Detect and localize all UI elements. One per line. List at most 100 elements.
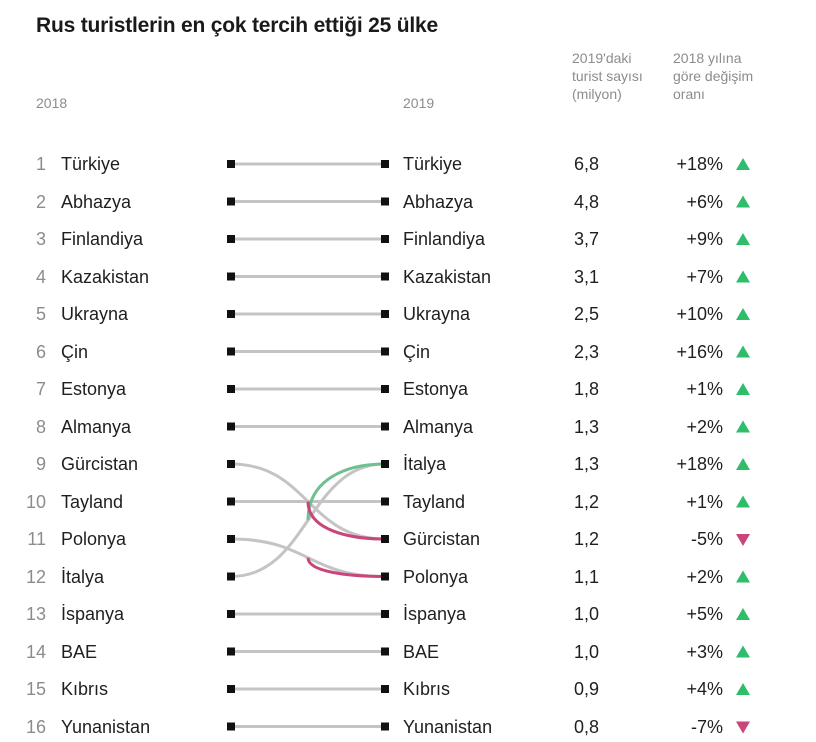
tourist-count-value: 4,8 [574,191,600,212]
trend-up-icon [736,495,750,508]
trend-up-icon [736,308,750,320]
country-2018: Almanya [61,416,132,437]
header-change-rate-line2: göre değişim [673,68,754,84]
trend-up-icon [736,458,750,470]
marker-2019 [381,310,389,318]
header-2018: 2018 [36,95,68,111]
country-2018: Tayland [61,491,124,512]
marker-2019 [381,272,389,281]
change-rate-value: +2% [686,566,723,587]
tourist-count-value: 1,1 [574,566,600,587]
tourist-count-value: 0,8 [574,716,600,737]
country-2019: Ukrayna [403,304,471,324]
country-2018: Gürcistan [61,454,139,474]
country-2018: Estonya [61,379,127,399]
marker-2018 [227,535,235,543]
trend-up-icon [736,420,750,433]
trend-up-icon [736,383,750,395]
marker-2019 [381,535,389,543]
country-2018: İspanya [61,604,125,624]
country-2018: Abhazya [61,191,132,212]
marker-2018 [227,347,235,356]
rank-2018: 14 [25,641,46,662]
country-2019: Abhazya [403,191,474,212]
tourist-count-value: 3,1 [574,266,600,287]
rank-2018: 16 [25,716,46,737]
country-2019: Estonya [403,379,469,399]
trend-down-icon [736,534,750,546]
country-2019: Gürcistan [403,529,481,549]
marker-2018 [227,497,235,506]
marker-2019 [381,647,389,656]
marker-2019 [381,610,389,618]
tourist-count-value: 1,0 [574,604,600,624]
change-rate-value: +18% [676,454,723,474]
rank-2018: 15 [25,679,46,699]
trend-up-icon [736,345,750,358]
header-tourist-count: 2019'daki turist sayısı (milyon) [572,49,672,103]
change-rate-value: +5% [686,604,723,624]
tourist-count-value: 1,8 [574,379,600,399]
change-rate-value: -5% [690,529,723,549]
country-2018: Yunanistan [61,716,151,737]
country-2019: İtalya [403,454,447,474]
trend-up-icon [736,683,750,695]
change-rate-value: +1% [686,379,723,399]
change-rate-value: +18% [676,154,723,174]
header-change-rate-line3: oranı [673,86,705,102]
rank-2018: 11 [27,529,46,549]
country-2018: İtalya [61,566,105,587]
change-rate-value: +7% [686,266,723,287]
country-2019: Çin [403,341,431,362]
connector-fall-segment [306,501,386,541]
rank-2018: 6 [35,341,46,362]
marker-2018 [227,272,235,281]
tourist-count-value: 3,7 [574,229,600,249]
change-rate-value: -7% [690,716,723,737]
rank-2018: 8 [35,416,46,437]
marker-2019 [381,385,389,393]
change-rate-value: +1% [686,491,723,512]
marker-2018 [227,197,235,206]
marker-2018 [227,385,235,393]
marker-2019 [381,572,389,581]
tourist-count-value: 1,3 [574,454,600,474]
header-change-rate-line1: 2018 yılına [673,50,742,66]
marker-2018 [227,235,235,243]
change-rate-value: +3% [686,641,723,662]
header-change-rate: 2018 yılına göre değişim oranı [673,49,793,103]
country-2019: Almanya [403,416,474,437]
rank-2018: 3 [35,229,46,249]
rank-2018: 7 [35,379,46,399]
country-2018: BAE [61,641,98,662]
change-rate-value: +6% [686,191,723,212]
country-2019: Yunanistan [403,716,493,737]
rank-2018: 5 [35,304,46,324]
tourist-count-value: 1,3 [574,416,600,437]
rank-2018: 9 [35,454,46,474]
country-2019: Kıbrıs [403,679,451,699]
tourist-count-value: 6,8 [574,154,600,174]
chart-title: Rus turistlerin en çok tercih ettiği 25 … [36,14,438,37]
connector-fall-segment [306,557,386,578]
country-2018: Polonya [61,529,127,549]
trend-up-icon [736,270,750,283]
tourist-count-value: 1,2 [574,529,600,549]
tourist-count-value: 1,2 [574,491,600,512]
header-tourist-count-line1: 2019'daki [572,50,632,66]
country-2019: BAE [403,641,440,662]
header-tourist-count-line2: turist sayısı [572,68,643,84]
trend-up-icon [736,645,750,658]
marker-2018 [227,647,235,656]
change-rate-value: +2% [686,416,723,437]
marker-2018 [227,160,235,168]
country-2018: Kıbrıs [61,679,109,699]
trend-up-icon [736,195,750,208]
country-2018: Çin [61,341,89,362]
marker-2019 [381,722,389,731]
country-2019: Kazakistan [403,266,492,287]
marker-2018 [227,722,235,731]
change-rate-value: +16% [676,341,723,362]
rank-2018: 12 [25,566,46,587]
